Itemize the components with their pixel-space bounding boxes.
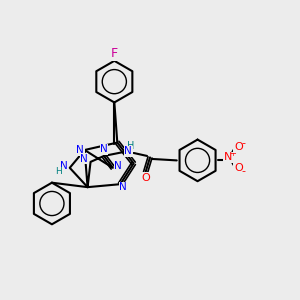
Text: N: N	[80, 154, 88, 164]
Text: -: -	[241, 139, 245, 148]
Text: O: O	[234, 142, 243, 152]
Text: +: +	[229, 149, 236, 158]
Text: N: N	[114, 161, 122, 171]
Text: N: N	[76, 145, 84, 155]
Text: F: F	[111, 47, 118, 60]
Text: N: N	[60, 161, 68, 171]
Text: -: -	[241, 167, 245, 176]
Text: N: N	[124, 146, 132, 157]
Text: N: N	[119, 182, 127, 192]
Text: H: H	[127, 141, 134, 152]
Text: O: O	[141, 172, 150, 183]
Text: N: N	[100, 144, 108, 154]
Text: N: N	[224, 152, 232, 162]
Text: O: O	[234, 163, 243, 173]
Text: H: H	[55, 167, 62, 176]
